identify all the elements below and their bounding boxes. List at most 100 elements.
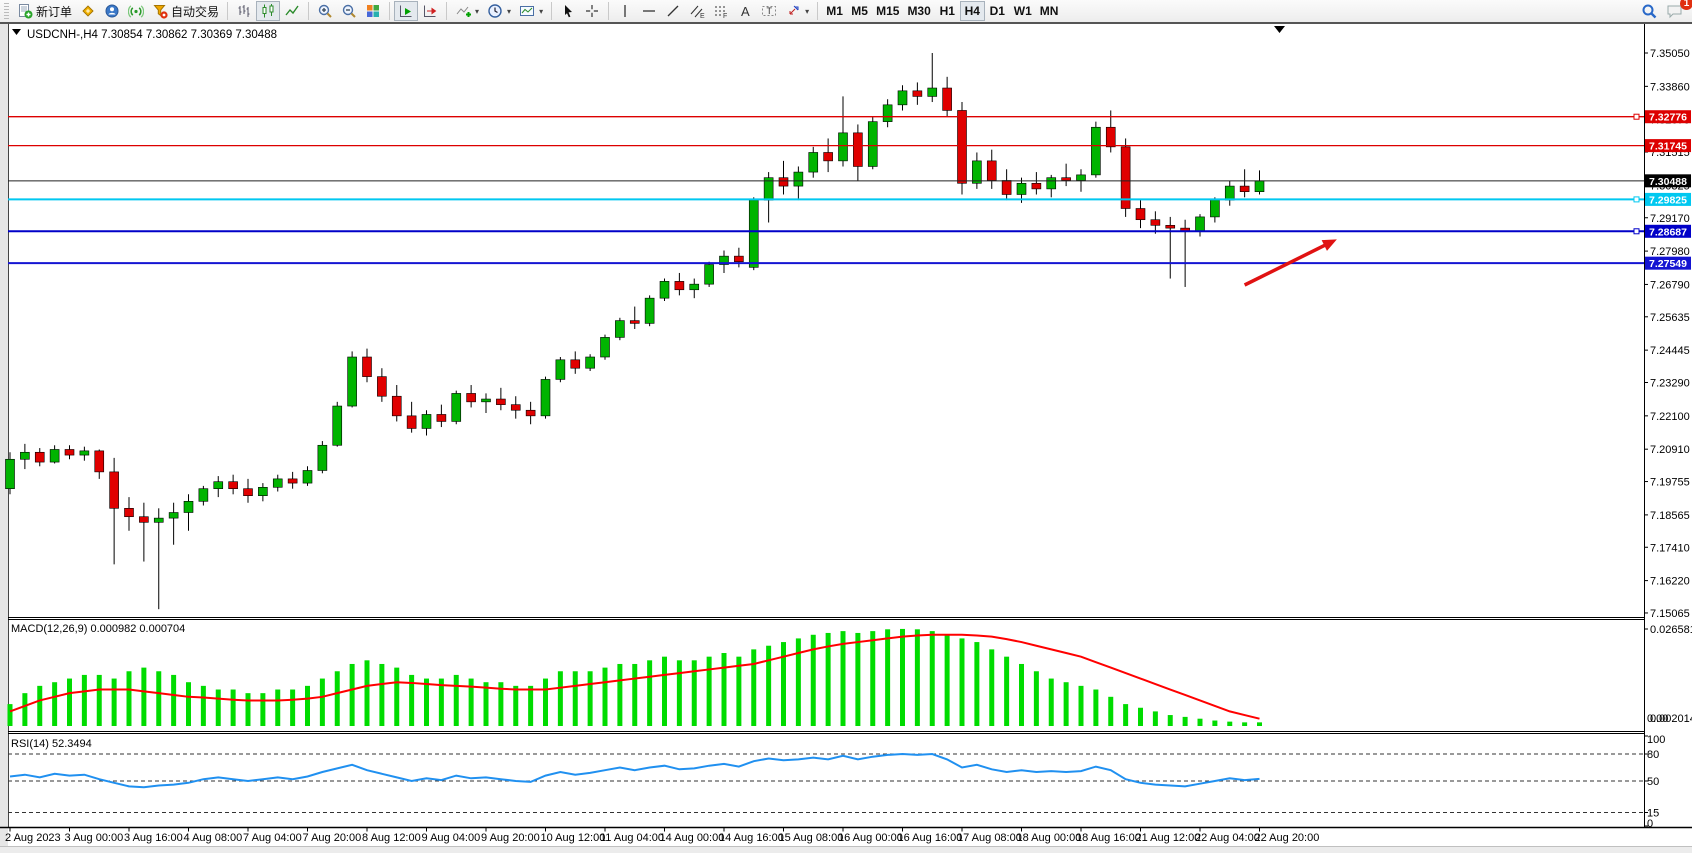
svg-text:22 Aug 20:00: 22 Aug 20:00 [1255,832,1320,844]
candle [957,110,967,184]
svg-text:0.00: 0.00 [1647,713,1668,725]
timeframe-M15[interactable]: M15 [872,1,903,21]
candle [466,393,476,403]
candlestick-chart-button[interactable] [256,1,281,21]
chart-shift-button[interactable] [418,1,442,21]
zoom-out-button[interactable] [337,1,361,21]
candle [704,264,714,285]
timeframe-MN[interactable]: MN [1036,1,1063,21]
candle [183,501,194,513]
candle [228,481,238,489]
rsi-label: RSI(14) 52.3494 [11,738,92,750]
tile-windows-button[interactable] [361,1,385,21]
templates-button[interactable]: ▾ [515,1,547,21]
line-handle[interactable] [1633,196,1640,203]
periods-button[interactable]: ▾ [483,1,515,21]
signals-button[interactable] [124,1,148,21]
candle [213,481,224,489]
svg-text:21 Aug 12:00: 21 Aug 12:00 [1136,832,1201,844]
svg-text:7.28687: 7.28687 [1649,226,1687,238]
timeframe-M30[interactable]: M30 [903,1,934,21]
crosshair-button[interactable] [580,1,604,21]
candle [644,297,655,324]
text-label-button[interactable]: T [757,1,781,21]
toolbar: 新订单 自动交易 ▾ ▾ ▾ E F A T ▾ M1 M5 M15 M30 H1 H4 D… [0,0,1692,23]
candle [1135,208,1146,221]
status-strip [0,846,1692,853]
search-button[interactable] [1637,1,1662,21]
candle [332,405,343,446]
autotrading-button[interactable]: 自动交易 [148,1,223,21]
line-chart-icon [285,5,299,16]
candle [451,393,462,422]
chart-shift-icon [424,5,437,17]
timeframe-H4[interactable]: H4 [959,1,985,21]
svg-text:0.002014: 0.002014 [1650,713,1692,725]
bar-chart-button[interactable] [232,1,256,21]
svg-text:15: 15 [1647,808,1659,820]
community-icon [105,4,119,18]
auto-scroll-button[interactable] [394,1,419,21]
tile-windows-icon [367,5,380,17]
metaeditor-button[interactable] [76,1,100,21]
zoom-in-button[interactable] [313,1,337,21]
arrows-button[interactable]: ▾ [781,1,813,21]
candle [570,359,581,369]
svg-text:F: F [723,13,727,19]
cursor-icon [565,5,573,18]
chart-title: USDCNH-,H4 7.30854 7.30862 7.30369 7.304… [27,29,277,41]
candle [1001,180,1012,195]
svg-text:7.17410: 7.17410 [1650,542,1690,554]
chart-menu-icon[interactable] [12,29,21,35]
timeframe-D1[interactable]: D1 [985,1,1010,21]
timeframe-toolbar: M1 M5 M15 M30 H1 H4 D1 W1 MN [822,1,1062,21]
fibonacci-button[interactable]: F [709,1,733,21]
svg-text:50: 50 [1647,776,1659,788]
cursor-button[interactable] [556,1,580,21]
candle [585,356,595,369]
svg-text:16 Aug 16:00: 16 Aug 16:00 [898,832,963,844]
svg-text:14 Aug 16:00: 14 Aug 16:00 [719,832,784,844]
candle [406,415,417,429]
mql5-community-button[interactable] [100,1,124,21]
horizontal-line-button[interactable] [637,1,661,21]
timeframe-M1[interactable]: M1 [822,1,847,21]
svg-text:7 Aug 04:00: 7 Aug 04:00 [243,832,302,844]
chart-shift-marker[interactable] [1274,26,1285,33]
candle [49,449,60,463]
text-button[interactable]: A [733,1,757,21]
vertical-line-button[interactable] [613,1,637,21]
zoom-in-icon [318,4,332,18]
candle [689,283,700,291]
timeframe-M5[interactable]: M5 [847,1,872,21]
candle [600,337,610,358]
macd-label: MACD(12,26,9) 0.000982 0.000704 [11,623,185,635]
indicators-button[interactable]: ▾ [451,1,483,21]
line-handle[interactable] [1633,228,1640,235]
svg-text:8 Aug 12:00: 8 Aug 12:00 [362,832,421,844]
candle [882,104,893,122]
svg-text:2 Aug 2023: 2 Aug 2023 [5,832,61,844]
line-chart-button[interactable] [280,1,304,21]
candle [1150,219,1161,226]
candle [481,398,491,403]
line-handle[interactable] [1633,113,1640,120]
toolbar-grip[interactable] [4,3,9,19]
new-order-button[interactable]: 新订单 [13,1,76,21]
svg-text:7.27980: 7.27980 [1650,246,1690,258]
timeframe-H1[interactable]: H1 [935,1,960,21]
timeframe-W1[interactable]: W1 [1010,1,1036,21]
chat-badge: 1 [1680,0,1692,10]
svg-text:14 Aug 00:00: 14 Aug 00:00 [660,832,725,844]
svg-text:7.33860: 7.33860 [1650,81,1690,93]
trendline-button[interactable] [661,1,685,21]
svg-text:7.30488: 7.30488 [1649,176,1687,188]
candle [362,356,372,377]
template-icon [520,6,535,16]
candle [302,470,313,484]
toolbar-separator [389,2,391,20]
candle [243,488,253,497]
arrow-annotation[interactable] [1243,234,1340,287]
equidistant-channel-button[interactable]: E [685,1,709,21]
